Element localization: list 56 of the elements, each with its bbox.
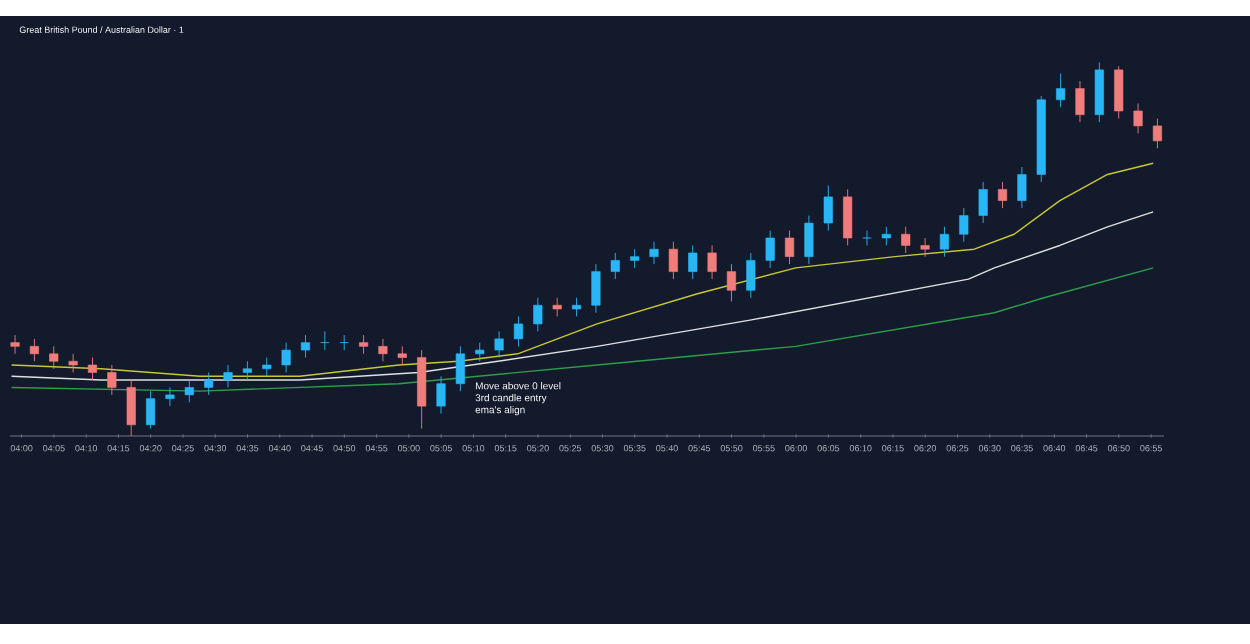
candlestick xyxy=(997,181,1008,209)
candlestick xyxy=(436,375,446,415)
candlestick xyxy=(242,360,252,381)
candlestick xyxy=(165,386,175,407)
candlestick xyxy=(746,252,756,299)
candlestick xyxy=(513,316,524,347)
candlestick xyxy=(610,252,620,280)
candlestick xyxy=(87,357,98,381)
candlestick xyxy=(1152,118,1162,149)
candlestick xyxy=(552,297,562,317)
candlestick xyxy=(1017,166,1027,209)
candlestick xyxy=(455,345,465,392)
candlestick xyxy=(707,245,717,280)
candlestick xyxy=(591,263,601,314)
candlestick xyxy=(126,379,136,437)
candlestick xyxy=(901,226,911,254)
candlestick xyxy=(1075,80,1085,123)
candlestick xyxy=(10,334,20,355)
candlestick xyxy=(184,379,194,403)
candlestick xyxy=(397,345,407,366)
candlestick xyxy=(726,263,737,302)
candlestick xyxy=(533,297,543,332)
candlestick xyxy=(668,241,678,280)
candlestick xyxy=(262,357,272,377)
candlestick xyxy=(68,353,78,373)
candlestick xyxy=(378,338,388,362)
candlestick xyxy=(978,181,988,224)
candlestick xyxy=(281,342,291,373)
candlestick xyxy=(107,364,117,396)
candlestick xyxy=(571,297,582,317)
candlestick xyxy=(920,237,930,258)
candlestick xyxy=(223,364,233,388)
candlestick xyxy=(146,390,156,429)
candlestick xyxy=(494,330,504,358)
candlestick xyxy=(765,230,775,269)
candlestick xyxy=(939,226,949,258)
candlestick xyxy=(843,188,853,246)
candlestick xyxy=(29,338,39,362)
candlestick xyxy=(475,342,485,362)
candlestick xyxy=(881,226,891,246)
candlestick xyxy=(688,245,698,280)
candlestick xyxy=(300,334,311,358)
candlestick xyxy=(1114,65,1124,119)
candlestick xyxy=(630,248,640,269)
candlestick xyxy=(804,215,814,265)
candlestick xyxy=(823,185,833,231)
candlestick xyxy=(862,230,872,246)
candlestick xyxy=(204,372,214,396)
candlestick xyxy=(784,230,795,265)
candlestick xyxy=(1094,61,1104,123)
candlestick xyxy=(49,345,59,370)
candlestick xyxy=(359,334,369,355)
candlestick xyxy=(1133,103,1143,134)
candlestick xyxy=(649,241,659,265)
candlestick xyxy=(1056,73,1066,108)
candlestick xyxy=(959,207,969,243)
